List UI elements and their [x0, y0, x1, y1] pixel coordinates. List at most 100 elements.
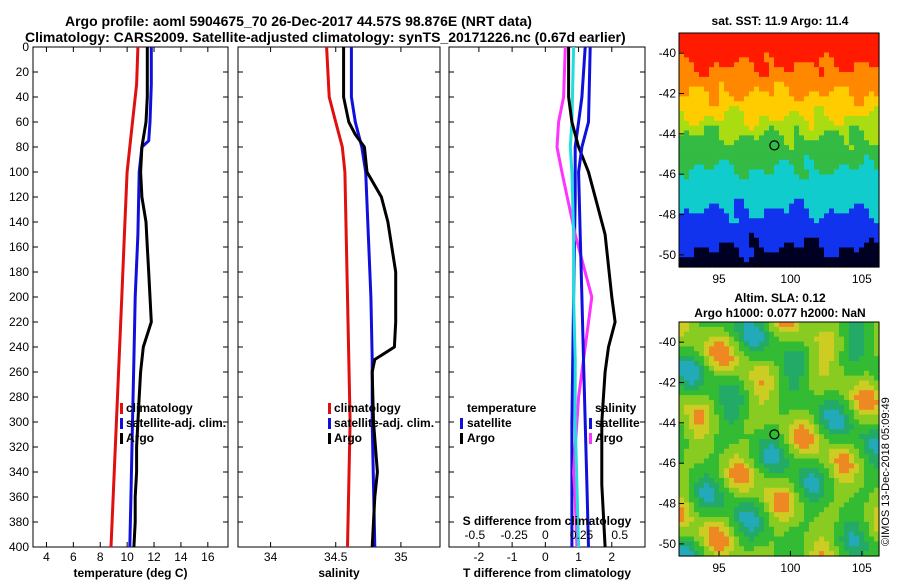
sst-map-cell [769, 174, 775, 180]
sla-map-cell [784, 385, 790, 391]
sla-map-cell [829, 448, 835, 455]
sla-map-cell [679, 468, 685, 474]
sla-map-cell [804, 351, 810, 357]
sst-map-cell [809, 57, 815, 63]
sla-map-cell [764, 385, 770, 391]
sla-map-cell [784, 453, 790, 460]
sla-map-cell [754, 521, 760, 528]
sla-map-cell [694, 497, 700, 503]
sla-map-cell [719, 541, 725, 547]
sla-map-cell [814, 448, 820, 455]
sla-map-cell [874, 414, 880, 421]
sst-map-cell [774, 62, 780, 68]
sst-map-cell [739, 218, 745, 224]
sst-map-cell [809, 140, 815, 146]
sst-map-cell [689, 184, 695, 190]
sla-map-cell [699, 546, 705, 552]
sst-map-cell [864, 169, 870, 175]
sst-map-cell [774, 159, 780, 166]
sla-map-cell [819, 395, 825, 401]
sla-map-cell [714, 541, 720, 547]
sst-map-cell [699, 257, 705, 263]
sst-map-cell [784, 101, 790, 107]
sla-map-cell [709, 356, 715, 362]
sla-map-cell [749, 385, 755, 391]
sla-map-cell [779, 517, 785, 523]
sst-map-cell [779, 57, 785, 63]
sst-map-cell [719, 218, 725, 224]
sla-map-cell [874, 331, 880, 338]
sla-map-cell [764, 400, 770, 406]
sla-map-cell [809, 512, 815, 518]
sla-map-cell [819, 414, 825, 421]
sla-map-cell [704, 429, 710, 435]
sst-map-cell [699, 189, 705, 195]
sst-map-cell [714, 164, 720, 171]
sst-map-cell [739, 57, 745, 63]
sla-map-cell [749, 502, 755, 508]
sla-map-cell [744, 434, 750, 440]
sla-map-cell [684, 326, 690, 333]
sla-map-cell [764, 361, 770, 367]
sla-map-cell [729, 341, 735, 347]
sst-map-cell [739, 47, 745, 54]
sla-map-cell [699, 375, 705, 382]
sla-map-cell [809, 434, 815, 440]
sla-map-cell [864, 531, 870, 538]
sst-map-cell [849, 62, 855, 68]
sst-map-cell [819, 169, 825, 175]
sst-map-cell [694, 106, 700, 112]
sla-map-cell [864, 419, 870, 425]
sst-map-cell [689, 57, 695, 63]
sla-map-cell [724, 375, 730, 382]
sst-map-cell [839, 67, 845, 73]
sst-map-cell [854, 101, 860, 107]
sla-map-cell [774, 473, 780, 479]
sla-map-cell [684, 361, 690, 367]
sst-map-cell [699, 62, 705, 68]
sla-map-cell [714, 375, 720, 382]
sla-map-cell [774, 541, 780, 547]
sst-map-cell [689, 213, 695, 219]
sla-map-cell [834, 356, 840, 362]
sst-map-cell [724, 169, 730, 175]
sst-map-cell [739, 159, 745, 166]
sst-map-cell [679, 140, 685, 146]
sst-map-cell [869, 67, 875, 73]
sst-map-cell [839, 189, 845, 195]
sla-map-cell [799, 512, 805, 518]
sla-map-cell [779, 336, 785, 343]
sla-map-cell [864, 322, 870, 328]
sst-map-cell [784, 115, 790, 122]
sla-map-cell [699, 414, 705, 421]
sla-map-cell [869, 507, 875, 513]
sst-map-cell [704, 111, 710, 117]
sla-map-cell [829, 404, 835, 411]
sst-map-cell [864, 154, 870, 161]
sst-map-cell [679, 247, 685, 253]
sst-map-cell [779, 115, 785, 122]
sla-map-cell [854, 502, 860, 508]
sst-map-cell [874, 208, 880, 214]
sla-map-cell [869, 443, 875, 450]
depth-tick-label: 140 [9, 215, 29, 229]
sst-map-cell [849, 91, 855, 97]
sst-map-cell [829, 125, 835, 132]
sst-map-cell [769, 120, 775, 127]
sla-map-cell [694, 443, 700, 450]
sla-map-cell [799, 453, 805, 460]
sla-map-cell [789, 419, 795, 425]
sst-map-cell [834, 228, 840, 234]
sst-map-cell [809, 135, 815, 141]
sst-map-cell [684, 37, 690, 44]
sst-map-cell [859, 42, 865, 49]
sst-map-cell [709, 120, 715, 127]
sla-map-cell [709, 531, 715, 538]
sst-map-cell [729, 67, 735, 73]
sst-map-cell [834, 174, 840, 180]
sla-map-cell [809, 370, 815, 377]
sst-map-cell [774, 76, 780, 83]
sla-map-cell [684, 409, 690, 416]
sla-map-cell [814, 414, 820, 421]
sst-map-cell [719, 130, 725, 136]
